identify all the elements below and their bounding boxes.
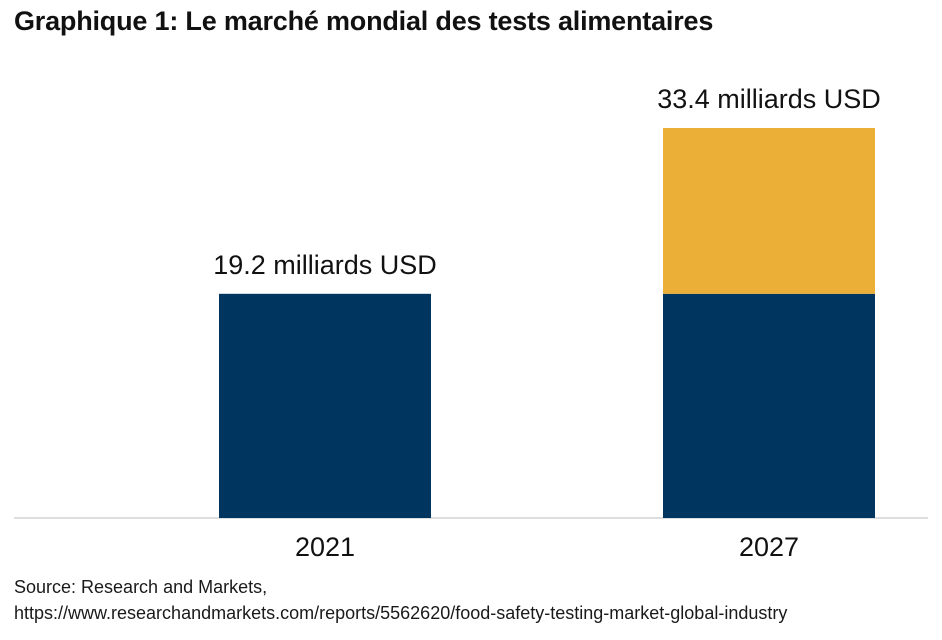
source-url: https://www.researchandmarkets.com/repor… [14, 603, 788, 623]
x-tick-label-2027: 2027 [739, 532, 799, 562]
source-line-1: Source: Research and Markets, [14, 577, 268, 597]
bar-2027-segment-2 [663, 128, 875, 294]
x-tick-label-2021: 2021 [295, 532, 355, 562]
data-label-2027: 33.4 milliards USD [657, 84, 881, 114]
data-label-2021: 19.2 milliards USD [213, 250, 437, 280]
bar-2021-segment-1 [219, 293, 431, 518]
chart-title: Graphique 1: Le marché mondial des tests… [14, 6, 714, 36]
bar-2027-segment-1 [663, 293, 875, 518]
bar-chart: 19.2 milliards USD 2021 33.4 milliards USD… [14, 84, 928, 562]
source-note: Source: Research and Markets, https://ww… [14, 574, 787, 626]
